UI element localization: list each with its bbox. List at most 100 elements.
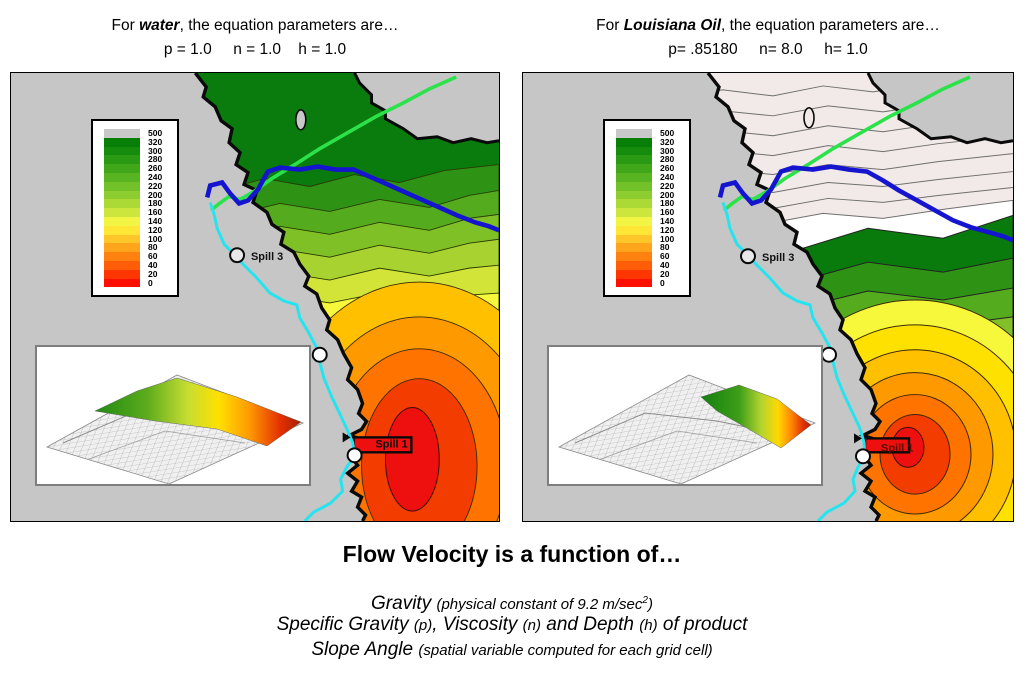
inland-boundary-line <box>866 73 1013 145</box>
legend-value: 40 <box>660 259 670 270</box>
legend-swatch <box>104 208 140 217</box>
legend-value: 320 <box>148 136 163 147</box>
legend-row: 300 <box>104 146 177 156</box>
legend-row: 200 <box>616 190 689 200</box>
inset-3d-water <box>35 345 311 486</box>
legend-row: 20 <box>104 268 177 279</box>
legend-value: 500 <box>148 128 163 138</box>
legend-swatch <box>104 225 140 235</box>
legend-row: 20 <box>616 268 689 279</box>
legend-value: 20 <box>660 268 670 279</box>
legend-body: 500 320 300 280 260 240 220 200 180 160 140 120 100 8… <box>104 129 177 288</box>
legend-swatch <box>104 137 140 147</box>
legend-row: 160 <box>616 208 689 217</box>
inland-boundary-gray-area <box>354 73 499 143</box>
route-green-line <box>722 75 971 212</box>
legend-value: 80 <box>148 242 158 253</box>
legend-row: 240 <box>104 173 177 182</box>
legend-row: 40 <box>616 261 689 270</box>
legend-row: 140 <box>104 217 177 226</box>
legend-row: 180 <box>104 198 177 209</box>
legend-row: 200 <box>104 190 177 200</box>
footer-line-properties: Specific Gravity (p), Viscosity (n) and … <box>276 614 748 635</box>
spill1-label: Spill 1 <box>376 438 408 450</box>
legend-value: 180 <box>660 198 675 209</box>
legend-swatch <box>104 146 140 156</box>
legend-row: 60 <box>104 252 177 261</box>
legend-swatch <box>104 155 140 165</box>
legend-swatch <box>104 278 140 288</box>
map-water: Spill 3 Spill 1 500 320 300 280 260 240 220 200… <box>10 72 500 522</box>
legend-value: 160 <box>660 207 675 218</box>
legend-row: 220 <box>616 180 689 191</box>
footer-heading: Flow Velocity is a function of… <box>342 541 682 567</box>
legend-swatch <box>616 155 652 165</box>
legend-swatch <box>104 172 140 182</box>
legend-value: 500 <box>660 128 675 138</box>
legend-value: 20 <box>148 268 158 279</box>
legend-swatch <box>616 225 652 235</box>
legend-swatch <box>616 181 652 191</box>
legend-row: 100 <box>616 234 689 244</box>
legend-value: 220 <box>148 180 163 191</box>
river-blue <box>204 164 499 233</box>
legend-row: 140 <box>616 217 689 226</box>
legend-swatch <box>104 269 140 279</box>
legend-row: 60 <box>616 252 689 261</box>
legend-swatch <box>616 164 652 173</box>
legend-swatch <box>104 252 140 261</box>
legend-swatch <box>616 269 652 279</box>
legend-swatch <box>616 199 652 209</box>
spill1-marker <box>855 448 871 465</box>
surface-3d-water <box>45 374 305 484</box>
flow-surface-patch <box>94 377 302 447</box>
legend-row: 260 <box>616 164 689 173</box>
legend-row: 300 <box>616 146 689 156</box>
mid-marker <box>311 346 328 363</box>
legend-swatch <box>104 164 140 173</box>
legend-row: 120 <box>616 225 689 235</box>
legend-value: 180 <box>148 198 163 209</box>
legend-swatch <box>616 129 652 138</box>
legend-row: 40 <box>104 261 177 270</box>
title-water-line: For water, the equation parameters are… <box>111 17 399 34</box>
spill3-label: Spill 3 <box>251 251 283 263</box>
title-water: For water, the equation parameters are… … <box>10 16 500 59</box>
legend-row: 240 <box>616 173 689 182</box>
mid-marker <box>821 346 837 363</box>
legend-value: 160 <box>148 207 163 218</box>
legend-row: 180 <box>616 198 689 209</box>
channel-arrow <box>342 432 351 443</box>
legend-oil: 500 320 300 280 260 240 220 200 180 160 140 120 100 8… <box>603 119 691 297</box>
legend-value: 220 <box>660 180 675 191</box>
legend-swatch <box>104 129 140 138</box>
lake <box>295 109 307 131</box>
legend-value: 240 <box>660 171 675 182</box>
legend-swatch <box>104 181 140 191</box>
legend-swatch <box>616 190 652 200</box>
legend-row: 320 <box>616 137 689 147</box>
flow-surface-patch <box>700 384 812 449</box>
legend-swatch <box>616 243 652 253</box>
legend-swatch <box>616 208 652 217</box>
title-oil: For Louisiana Oil, the equation paramete… <box>522 16 1014 59</box>
legend-swatch <box>104 190 140 200</box>
legend-row: 80 <box>104 242 177 253</box>
legend-value: 100 <box>148 233 163 244</box>
legend-value: 260 <box>148 163 163 174</box>
legend-row: 500 <box>616 129 689 138</box>
lake <box>803 107 815 129</box>
legend-row: 500 <box>104 129 177 138</box>
legend-row: 260 <box>104 164 177 173</box>
legend-value: 240 <box>148 171 163 182</box>
legend-value: 280 <box>660 154 675 165</box>
spill3-marker <box>229 247 246 264</box>
legend-value: 60 <box>148 251 158 262</box>
legend-swatch <box>616 172 652 182</box>
legend-swatch <box>616 234 652 244</box>
map-oil: Spill 3 Spill 1 500 320 300 280 260 240 220 200… <box>522 72 1014 522</box>
legend-water: 500 320 300 280 260 240 220 200 180 160 140 120 100 8… <box>91 119 179 297</box>
legend-row: 220 <box>104 180 177 191</box>
legend-swatch <box>104 216 140 226</box>
legend-swatch <box>616 146 652 156</box>
